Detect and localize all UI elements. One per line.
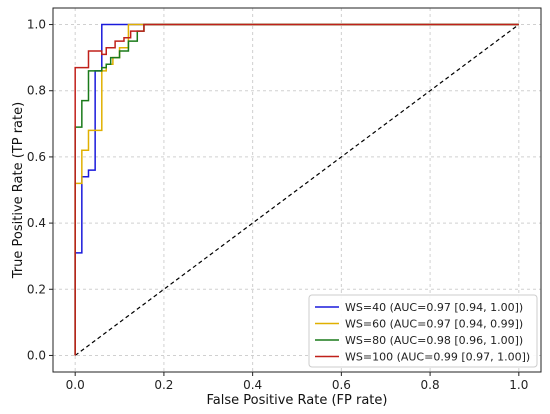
roc-curve-series-2 — [74, 23, 519, 356]
roc-curve-series-4 — [74, 23, 519, 356]
x-tick-label: 0.4 — [243, 378, 262, 392]
y-tick-label: 0.8 — [27, 84, 46, 98]
axis-ticks: 0.0 0.2 0.4 0.6 0.8 1.0 0.0 0.2 0.4 0.6 0.8 1.0 — [27, 18, 528, 392]
legend-label-3: WS=80 (AUC=0.98 [0.96, 1.00]) — [345, 334, 523, 347]
legend-label-1: WS=40 (AUC=0.97 [0.94, 1.00]) — [345, 301, 523, 314]
chance-diagonal-line — [74, 24, 520, 356]
y-tick-label: 0.2 — [27, 282, 46, 296]
x-tick-label: 0.6 — [332, 378, 351, 392]
x-axis-label: False Positive Rate (FP rate) — [207, 393, 388, 408]
legend-label-2: WS=60 (AUC=0.97 [0.94, 0.99]) — [345, 318, 523, 331]
x-tick-label: 0.0 — [66, 378, 85, 392]
y-tick-label: 0.4 — [27, 216, 46, 230]
plot-frame — [52, 7, 542, 373]
x-tick-label: 1.0 — [509, 378, 528, 392]
y-tick-label: 0.6 — [27, 150, 46, 164]
legend-box — [308, 294, 538, 368]
roc-curve-series-1 — [74, 23, 519, 356]
legend: WS=40 (AUC=0.97 [0.94, 1.00]) WS=60 (AUC=… — [308, 294, 538, 368]
y-tick-label: 0.0 — [27, 348, 46, 362]
y-axis-label: True Positive Rate (TP rate) — [11, 102, 26, 279]
x-tick-label: 0.2 — [154, 378, 173, 392]
y-tick-label: 1.0 — [27, 18, 46, 32]
x-tick-label: 0.8 — [421, 378, 440, 392]
roc-series — [74, 23, 519, 356]
legend-label-4: WS=100 (AUC=0.99 [0.97, 1.00]) — [345, 351, 530, 364]
roc-curve-series-3 — [74, 23, 519, 356]
